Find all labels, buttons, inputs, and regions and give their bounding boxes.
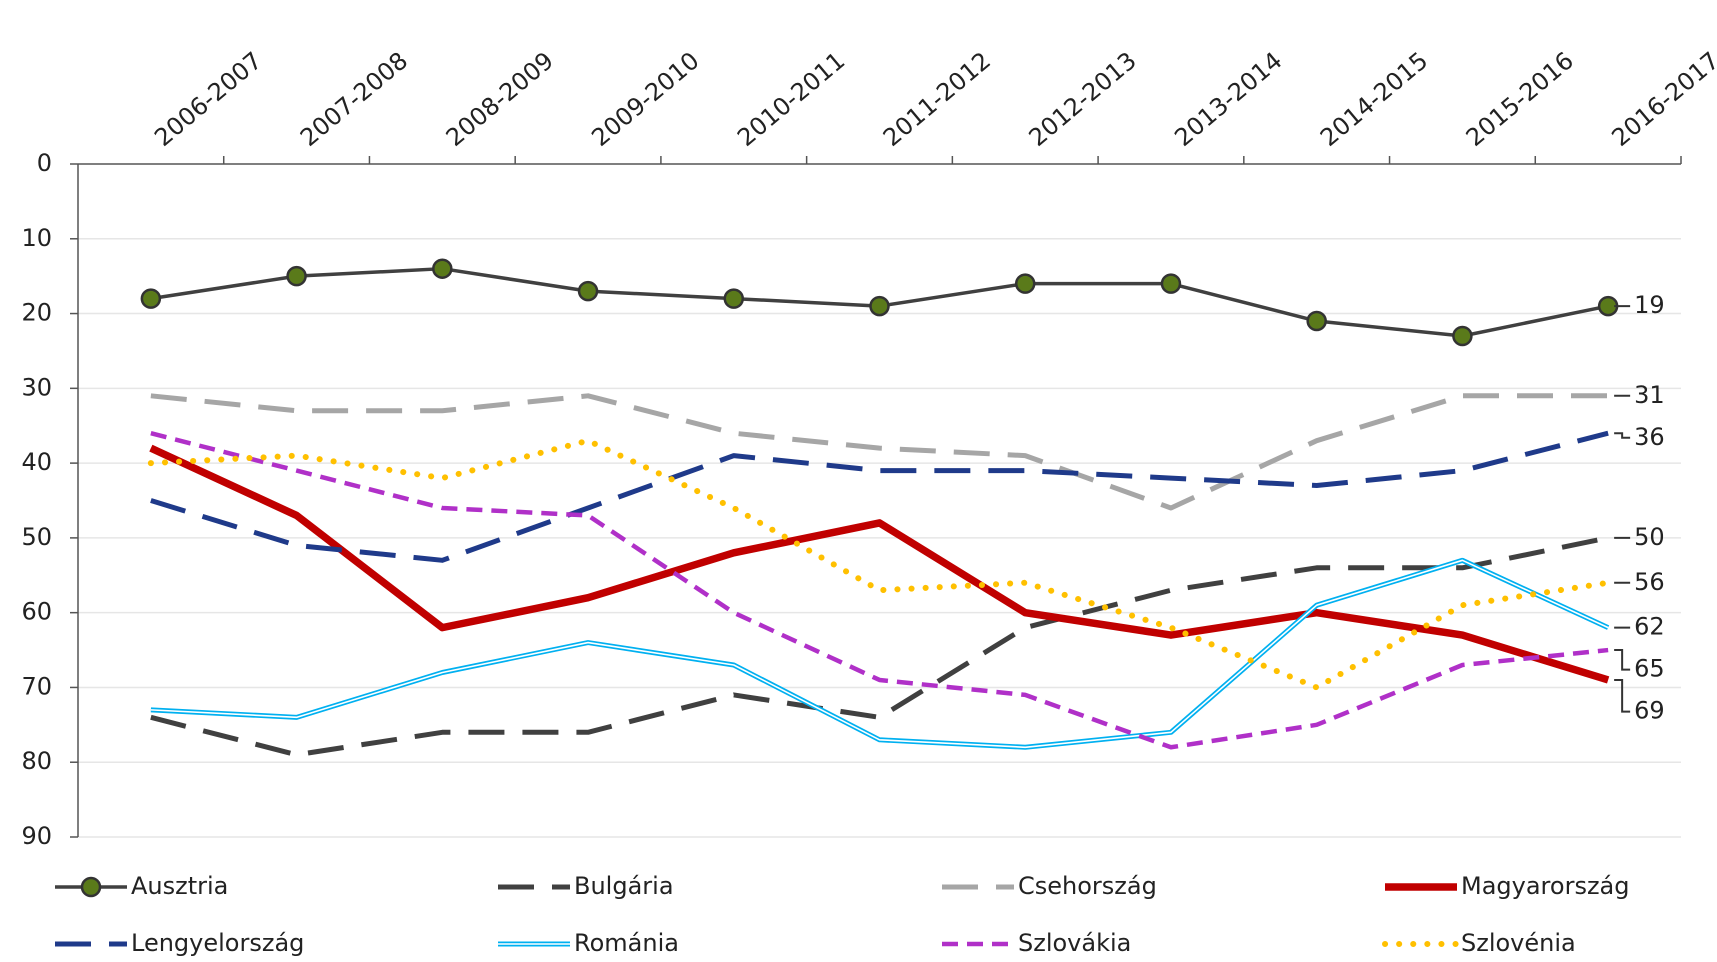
x-tick-label: 2016-2017 [1606,46,1717,152]
data-label: 69 [1634,697,1665,725]
x-tick-label: 2007-2008 [295,46,413,152]
y-tick-label: 40 [21,448,52,476]
data-label: 56 [1634,568,1665,596]
marker [869,295,890,317]
x-tick-label: 2009-2010 [586,46,704,152]
label-leader [1614,649,1631,671]
legend-label: Szlovákia [1018,929,1131,957]
y-tick-label: 60 [21,598,52,626]
series-line [150,535,1609,758]
series-line [149,444,1610,684]
legend-label: Lengyelország [131,929,304,957]
series-line [150,431,1609,750]
data-label: 50 [1634,523,1665,551]
marker [577,280,599,302]
marker [1160,273,1182,294]
marker [1014,273,1036,294]
y-tick-label: 50 [21,523,52,551]
legend-marker [80,876,102,898]
legend-label: Ausztria [131,872,228,900]
marker [723,288,745,309]
series-line [150,393,1609,511]
y-tick-label: 20 [21,299,52,327]
marker [1306,310,1327,332]
data-label: 36 [1634,423,1665,451]
marker [432,258,453,279]
data-label: 19 [1634,291,1665,319]
marker [286,265,307,287]
y-tick-label: 0 [37,149,52,177]
series-line [150,557,1610,750]
x-tick-label: 2010-2011 [732,46,850,152]
y-tick-label: 80 [21,747,52,775]
legend-label: Magyarország [1461,872,1630,900]
x-tick-label: 2012-2013 [1024,46,1142,152]
x-tick-label: 2014-2015 [1315,46,1433,152]
series-line [150,430,1609,563]
label-leader [1614,432,1631,439]
y-tick-label: 30 [21,373,52,401]
series-line-inner [150,559,1609,749]
legend-label: Bulgária [574,872,674,900]
y-tick-label: 10 [21,224,52,252]
series-line [147,437,1612,691]
data-label: 65 [1634,655,1665,683]
x-tick-label: 2013-2014 [1169,46,1287,152]
legend-label: Szlovénia [1461,929,1576,957]
legend-label: Románia [574,929,679,957]
legend-label: Csehország [1018,872,1157,900]
data-label: 62 [1634,613,1665,641]
y-tick-label: 90 [21,822,52,850]
label-leader [1614,678,1631,713]
y-tick-label: 70 [21,672,52,700]
x-tick-label: 2015-2016 [1461,46,1579,152]
marker [140,288,162,309]
data-label: 31 [1634,381,1665,409]
x-tick-label: 2011-2012 [878,46,996,152]
x-tick-label: 2008-2009 [441,46,559,152]
marker [1452,325,1473,347]
x-tick-label: 2006-2007 [149,46,267,152]
